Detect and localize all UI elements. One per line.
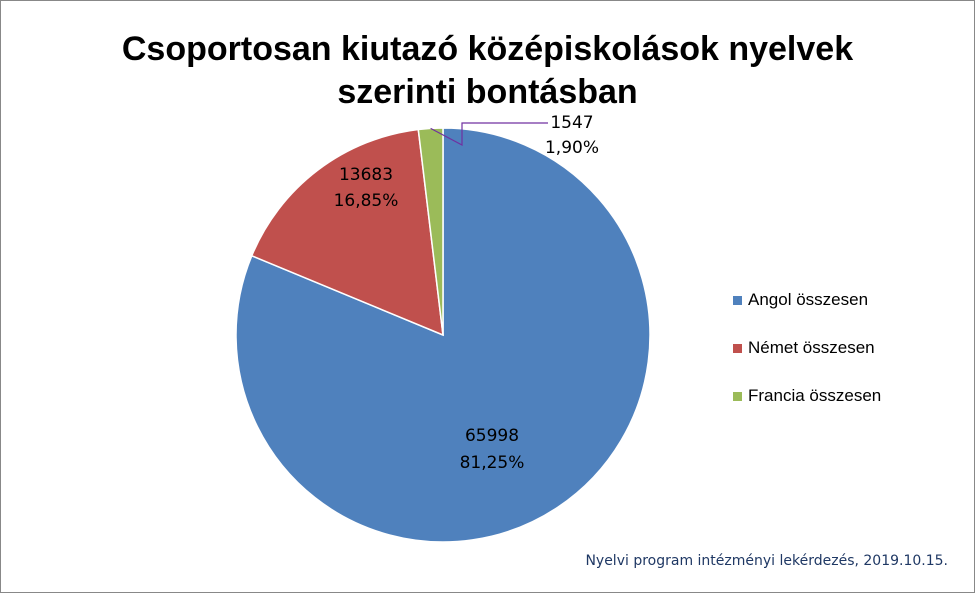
pie-slice-angol bbox=[235, 127, 651, 543]
chart-title: Csoportosan kiutazó középiskolások nyelv… bbox=[0, 28, 975, 114]
data-labels: 65998 81,25% 13683 16,85% 1547 1,90% bbox=[334, 113, 599, 473]
legend-swatch-nemet bbox=[733, 343, 742, 353]
chart-title-line-1: Csoportosan kiutazó középiskolások nyelv… bbox=[121, 30, 854, 68]
legend-item-nemet: Német összesen bbox=[733, 336, 963, 360]
data-label-value-nemet: 13683 bbox=[339, 165, 393, 185]
pie-slice-nemet bbox=[250, 128, 444, 337]
leader-lines bbox=[430, 122, 548, 146]
legend-label-angol: Angol összesen bbox=[748, 290, 869, 309]
leader-line-francia bbox=[430, 122, 548, 146]
chart-title-line-2: szerinti bontásban bbox=[337, 73, 638, 111]
data-label-value-angol: 65998 bbox=[465, 426, 519, 446]
legend: Angol összesen Német összesen Francia ös… bbox=[733, 288, 963, 432]
data-label-percent-angol: 81,25% bbox=[460, 453, 525, 473]
pie-slices bbox=[235, 127, 651, 543]
legend-item-francia: Francia összesen bbox=[733, 384, 963, 408]
legend-label-francia: Francia összesen bbox=[748, 386, 882, 405]
legend-item-angol: Angol összesen bbox=[733, 288, 963, 312]
data-label-value-francia: 1547 bbox=[550, 113, 593, 133]
legend-swatch-francia bbox=[733, 391, 742, 401]
source-note: Nyelvi program intézményi lekérdezés, 20… bbox=[585, 553, 948, 569]
legend-swatch-angol bbox=[733, 295, 742, 305]
data-label-percent-nemet: 16,85% bbox=[334, 191, 399, 211]
data-label-percent-francia: 1,90% bbox=[545, 138, 599, 158]
legend-label-nemet: Német összesen bbox=[748, 338, 875, 357]
